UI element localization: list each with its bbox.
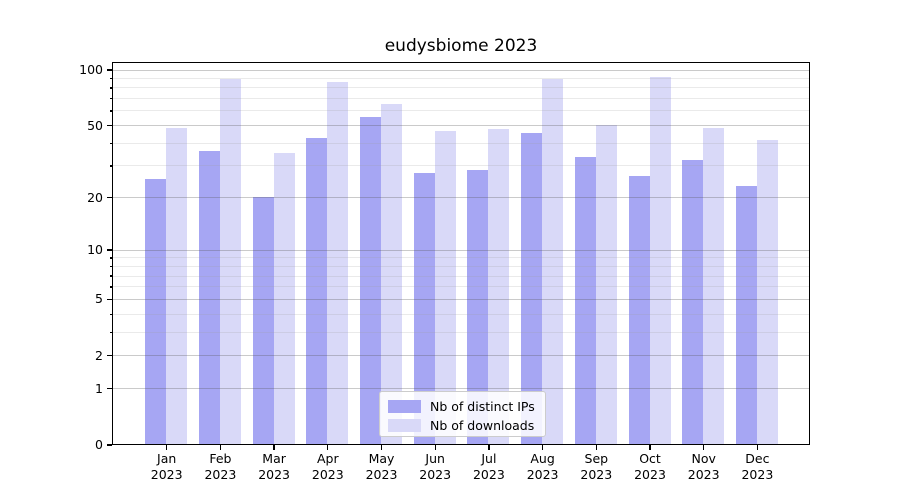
bar-downloads-apr: [327, 82, 349, 444]
x-tick-mark-feb: [219, 445, 222, 450]
x-tick-mark-apr: [327, 445, 329, 450]
y-minor-tick-mark-30: [109, 165, 112, 167]
y-tick-mark-100: [106, 69, 112, 71]
x-tick-mark-jan: [166, 445, 168, 450]
y-tick-mark-50: [106, 124, 112, 127]
y-tick-mark-5: [106, 298, 112, 301]
bar-distinct-ips-oct: [628, 176, 650, 444]
bar-distinct-ips-apr: [306, 138, 328, 444]
bar-distinct-ips-feb: [198, 150, 220, 444]
bar-downloads-may: [381, 103, 402, 444]
legend-item-distinct-ips: Nb of distinct IPs: [388, 398, 537, 415]
legend-label-downloads: Nb of downloads: [430, 418, 535, 433]
x-tick-mark-dec: [756, 445, 759, 450]
y-minor-tick-mark-4: [109, 313, 112, 315]
y-tick-label-20: 20: [87, 189, 103, 205]
bar-downloads-sep: [595, 124, 617, 444]
bar-downloads-jun: [434, 131, 456, 444]
y-tick-mark-0: [106, 444, 112, 446]
gridline-50: [113, 125, 809, 127]
bar-distinct-ips-mar: [252, 196, 274, 444]
bar-distinct-ips-jun: [413, 173, 435, 444]
x-tick-label-sep: Sep 2023: [580, 451, 613, 482]
y-tick-label-50: 50: [87, 117, 103, 133]
x-tick-label-aug: Aug 2023: [526, 451, 559, 482]
bar-downloads-dec: [756, 140, 778, 444]
y-tick-mark-10: [106, 249, 112, 251]
gridline-70: [113, 98, 809, 100]
x-tick-mark-jul: [488, 445, 490, 450]
x-tick-label-jun: Jun 2023: [419, 451, 452, 482]
bar-distinct-ips-dec: [735, 185, 757, 444]
bar-downloads-nov: [703, 127, 725, 444]
x-tick-mark-sep: [595, 445, 597, 450]
y-tick-mark-20: [106, 196, 112, 199]
legend: Nb of distinct IPs Nb of downloads: [379, 391, 546, 437]
x-tick-mark-aug: [541, 445, 544, 450]
x-tick-label-nov: Nov 2023: [687, 451, 720, 482]
bar-distinct-ips-nov: [682, 159, 704, 444]
bar-distinct-ips-aug: [521, 132, 543, 444]
bar-distinct-ips-may: [360, 116, 381, 444]
bar-downloads-jan: [166, 127, 188, 444]
bar-downloads-oct: [649, 76, 671, 444]
x-tick-mark-oct: [649, 445, 651, 450]
bar-downloads-jul: [488, 129, 510, 444]
gridline-60: [113, 110, 809, 112]
bar-distinct-ips-jul: [467, 170, 489, 444]
y-tick-label-100: 100: [79, 62, 103, 77]
x-tick-label-oct: Oct 2023: [634, 451, 666, 482]
bar-downloads-aug: [542, 79, 564, 444]
bar-distinct-ips-sep: [574, 157, 596, 444]
x-tick-mark-nov: [703, 445, 705, 450]
y-minor-tick-mark-80: [109, 87, 112, 89]
x-tick-mark-mar: [273, 445, 275, 450]
y-minor-tick-mark-70: [109, 97, 112, 100]
gridline-90: [113, 77, 809, 79]
x-tick-label-dec: Dec 2023: [741, 451, 774, 482]
y-tick-mark-2: [106, 355, 112, 357]
y-minor-tick-mark-90: [109, 77, 112, 80]
y-minor-tick-mark-60: [109, 110, 112, 112]
gridline-100: [113, 69, 809, 71]
chart-title: eudysbiome 2023: [384, 36, 538, 56]
y-minor-tick-mark-8: [109, 265, 112, 268]
x-tick-label-jul: Jul 2023: [472, 451, 505, 482]
x-tick-label-feb: Feb 2023: [204, 451, 237, 482]
y-minor-tick-mark-40: [109, 142, 112, 144]
x-tick-label-may: May 2023: [365, 451, 398, 482]
x-tick-mark-jun: [434, 445, 436, 450]
y-tick-label-2: 2: [95, 347, 103, 363]
x-tick-label-jan: Jan 2023: [150, 451, 183, 482]
x-tick-label-apr: Apr 2023: [311, 451, 344, 482]
y-minor-tick-mark-6: [109, 286, 112, 288]
legend-label-distinct-ips: Nb of distinct IPs: [430, 399, 535, 414]
y-minor-tick-mark-9: [109, 257, 112, 259]
bar-distinct-ips-jan: [145, 179, 167, 444]
legend-swatch-distinct-ips: [388, 400, 421, 413]
x-tick-label-mar: Mar 2023: [258, 451, 290, 482]
y-tick-label-5: 5: [95, 291, 103, 307]
plot-area: [112, 62, 810, 445]
y-tick-label-0: 0: [95, 437, 103, 452]
y-minor-tick-mark-7: [109, 275, 112, 277]
legend-swatch-downloads: [388, 419, 421, 432]
y-minor-tick-mark-3: [109, 331, 112, 334]
gridline-80: [113, 87, 809, 89]
legend-item-downloads: Nb of downloads: [388, 417, 537, 434]
bar-downloads-mar: [273, 152, 295, 444]
y-tick-label-1: 1: [95, 380, 103, 396]
bar-downloads-feb: [219, 79, 241, 444]
x-tick-mark-may: [380, 445, 383, 450]
y-tick-mark-1: [106, 387, 112, 390]
y-tick-label-10: 10: [87, 242, 103, 258]
